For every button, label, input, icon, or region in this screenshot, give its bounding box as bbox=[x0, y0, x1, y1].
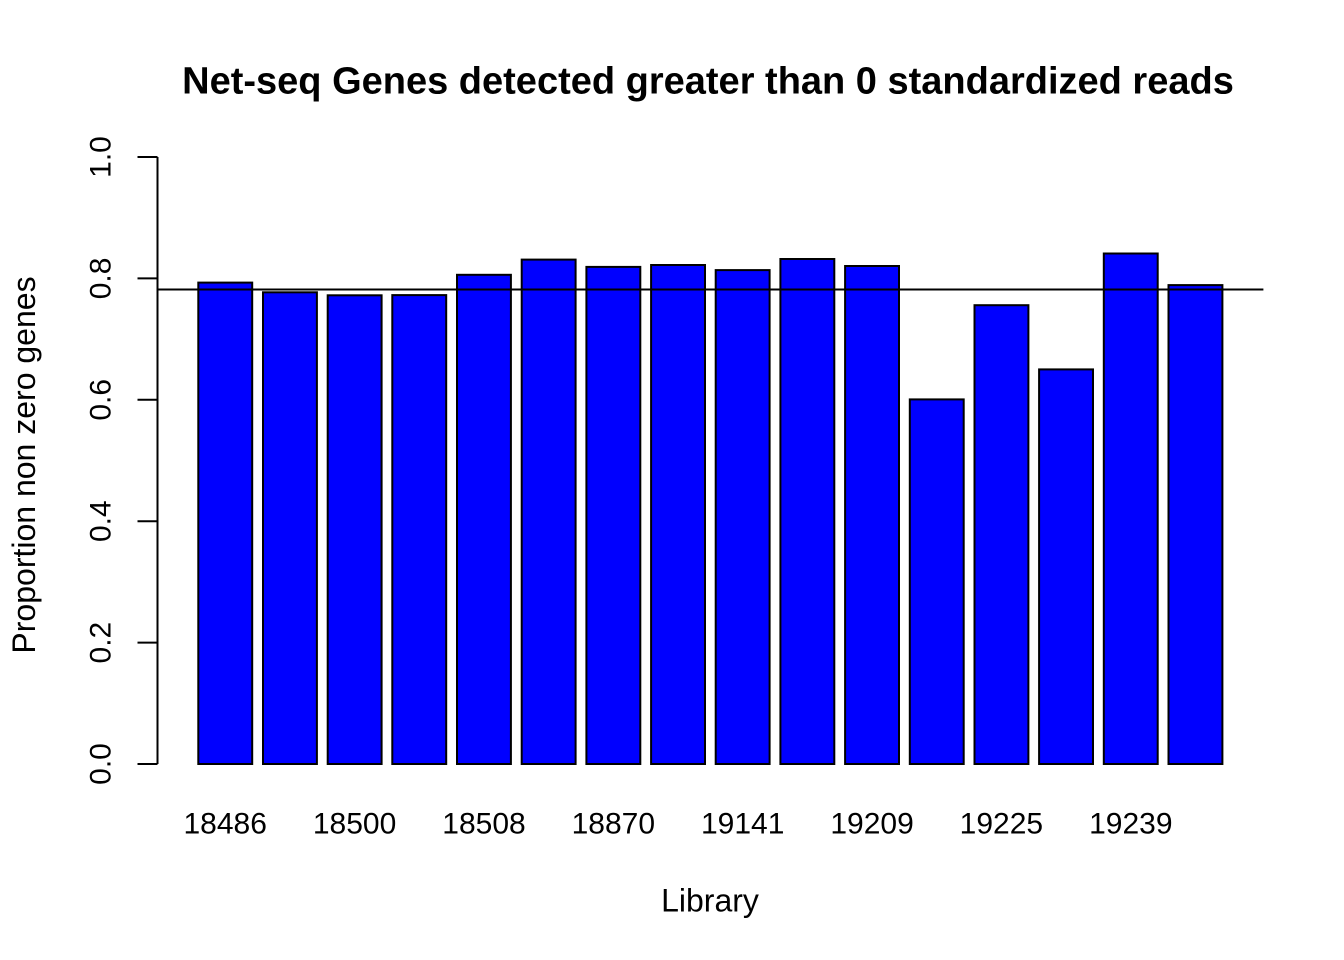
svg-text:0.0: 0.0 bbox=[85, 743, 118, 785]
svg-text:18500: 18500 bbox=[313, 808, 396, 841]
svg-text:0.6: 0.6 bbox=[85, 379, 118, 421]
svg-text:Library: Library bbox=[661, 883, 759, 919]
svg-text:18508: 18508 bbox=[442, 808, 525, 841]
svg-text:0.2: 0.2 bbox=[85, 622, 118, 664]
svg-text:18870: 18870 bbox=[572, 808, 655, 841]
svg-text:19239: 19239 bbox=[1089, 808, 1172, 841]
svg-text:19141: 19141 bbox=[701, 808, 784, 841]
svg-text:0.4: 0.4 bbox=[85, 500, 118, 542]
svg-text:18486: 18486 bbox=[183, 808, 266, 841]
svg-text:Proportion non zero genes: Proportion non zero genes bbox=[6, 276, 42, 653]
svg-text:19209: 19209 bbox=[830, 808, 913, 841]
svg-text:19225: 19225 bbox=[960, 808, 1043, 841]
svg-text:Net-seq Genes detected greater: Net-seq Genes detected greater than 0 st… bbox=[182, 60, 1234, 102]
svg-text:1.0: 1.0 bbox=[85, 136, 118, 178]
svg-text:0.8: 0.8 bbox=[85, 258, 118, 300]
